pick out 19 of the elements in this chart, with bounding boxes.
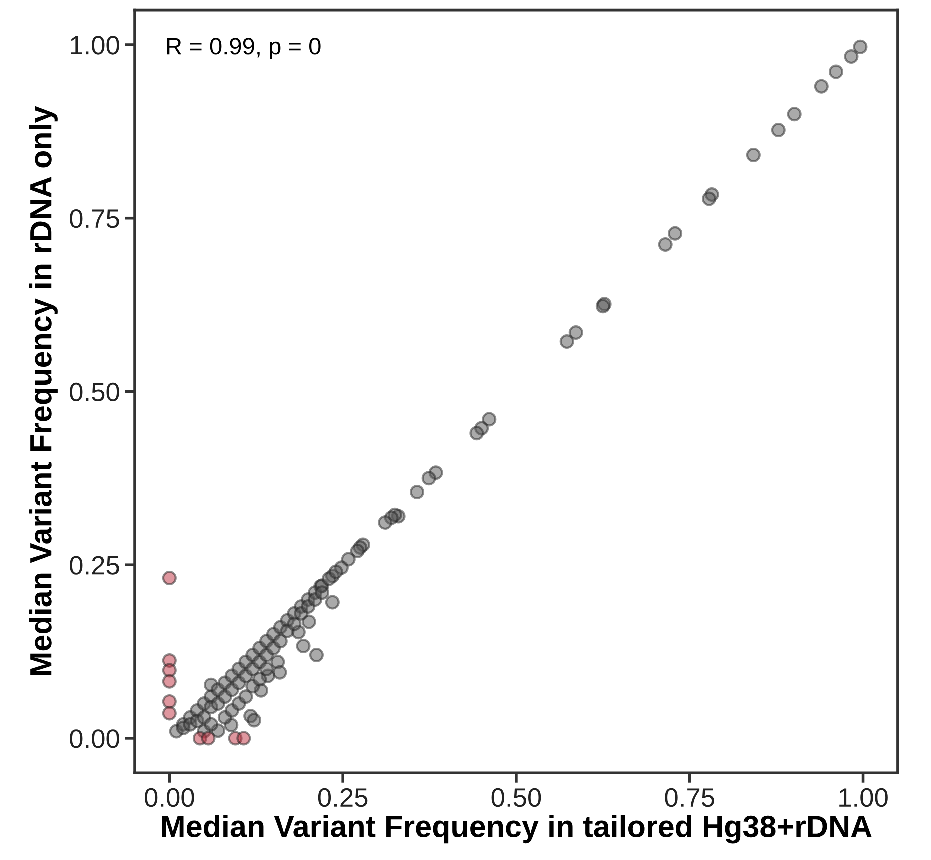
- y-tick-label: 0.00: [70, 730, 120, 748]
- y-axis-title: Median Variant Frequency in rDNA only: [29, 106, 58, 676]
- x-tick-label: 0.50: [492, 788, 542, 808]
- y-tick-label: 0.25: [70, 556, 120, 575]
- point: [162, 674, 177, 689]
- x-tick-label: 0.00: [145, 788, 194, 808]
- y-tick-label: 0.75: [70, 209, 120, 228]
- point: [236, 731, 252, 746]
- point: [162, 694, 177, 709]
- y-tick-label: 1.00: [71, 36, 120, 55]
- x-tick-label: 0.75: [665, 788, 714, 808]
- x-tick-label: 0.25: [318, 788, 368, 808]
- y-tick-label: 0.50: [70, 382, 120, 402]
- x-axis-title: Median Variant Frequency in tailored Hg38+rDNA: [162, 815, 872, 844]
- point: [162, 571, 177, 586]
- point: [162, 706, 177, 721]
- x-tick-label: 1.00: [840, 788, 888, 808]
- annotation: R = 0.99, p = 0: [167, 38, 321, 60]
- point: [201, 731, 216, 746]
